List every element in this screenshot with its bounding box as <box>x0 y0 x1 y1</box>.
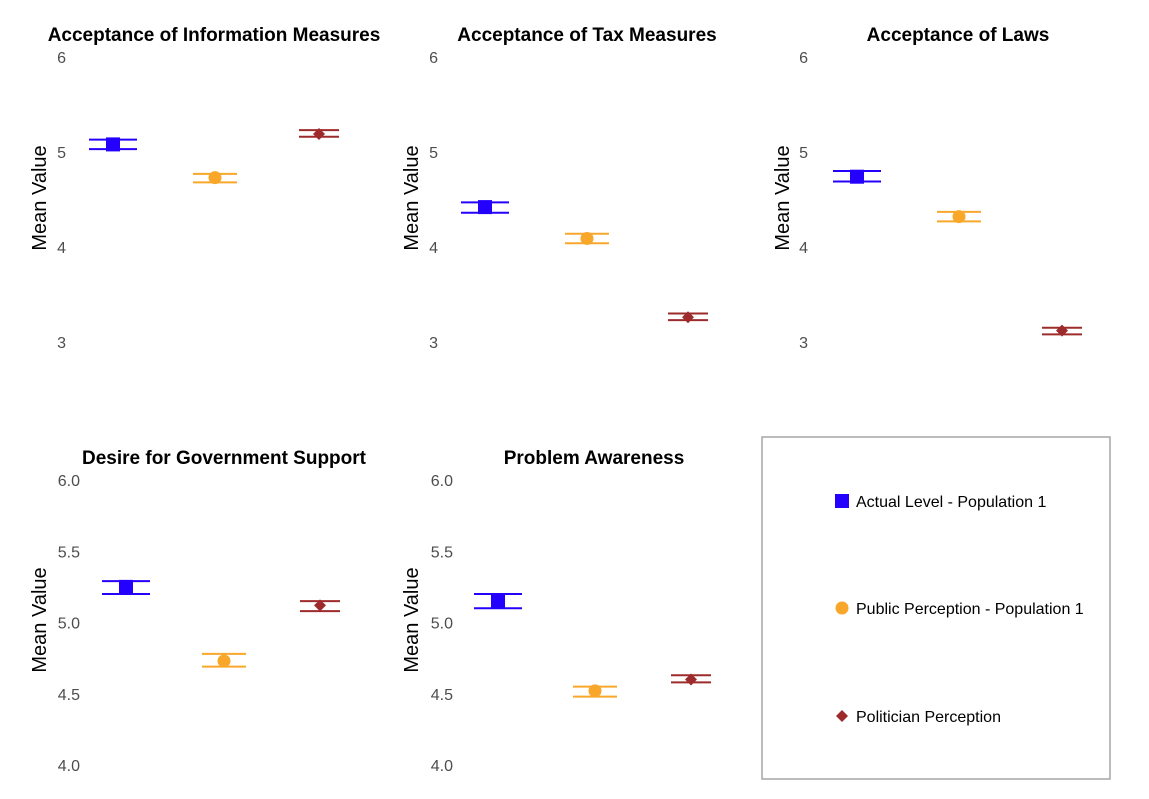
chart-title: Acceptance of Tax Measures <box>457 25 716 46</box>
legend-label: Actual Level - Population 1 <box>856 494 1046 511</box>
chart-panel-1: Acceptance of Information Measures 3 4 5 6 Me… <box>29 25 380 352</box>
chart-title: Problem Awareness <box>504 448 685 469</box>
y-tick-label: 5 <box>429 145 438 162</box>
y-axis-label: Mean Value <box>401 145 423 250</box>
y-tick-label: 4 <box>57 240 66 257</box>
chart-title: Acceptance of Laws <box>867 25 1050 46</box>
data-point-diamond <box>685 673 697 686</box>
data-point-square <box>491 594 505 609</box>
data-point-square <box>119 579 133 594</box>
legend-box <box>761 436 1111 780</box>
data-point-diamond <box>314 599 326 612</box>
y-tick-label: 4 <box>429 240 438 257</box>
chart-title: Acceptance of Information Measures <box>48 25 381 46</box>
data-point-diamond <box>1056 324 1068 337</box>
y-tick-label: 4.5 <box>431 687 453 704</box>
y-tick-label: 6 <box>57 50 66 67</box>
chart-panel-3: Acceptance of Laws 3 4 5 6 Mean Value <box>772 25 1082 352</box>
data-point-square <box>850 169 864 184</box>
data-point-circle <box>588 684 602 698</box>
y-tick-label: 5.5 <box>58 544 80 561</box>
y-axis-label: Mean Value <box>401 567 423 672</box>
data-point-circle <box>217 654 231 668</box>
legend: Actual Level - Population 1 Public Percep… <box>761 436 1111 780</box>
data-point-circle <box>580 231 594 245</box>
y-tick-label: 3 <box>799 335 808 352</box>
legend-label: Politician Perception <box>856 709 1001 726</box>
y-tick-label: 6 <box>799 50 808 67</box>
data-point-diamond <box>682 311 694 324</box>
y-tick-label: 5.0 <box>58 616 80 633</box>
y-tick-label: 5 <box>799 145 808 162</box>
y-tick-label: 5 <box>57 145 66 162</box>
legend-label: Public Perception - Population 1 <box>856 601 1084 618</box>
y-tick-label: 5.5 <box>431 544 453 561</box>
data-point-diamond <box>313 127 325 140</box>
chart-panel-2: Acceptance of Tax Measures 3 4 5 6 Mean Value <box>401 25 717 352</box>
y-tick-label: 3 <box>429 335 438 352</box>
y-tick-label: 6 <box>429 50 438 67</box>
y-axis-label: Mean Value <box>29 145 51 250</box>
data-point-circle <box>952 210 966 224</box>
data-point-circle <box>208 171 222 185</box>
y-tick-label: 4 <box>799 240 808 257</box>
y-tick-label: 4.5 <box>58 687 80 704</box>
y-axis-label: Mean Value <box>29 567 51 672</box>
chart-panel-5: Problem Awareness 4.0 4.5 5.0 5.5 6.0 Mean Val… <box>401 448 711 775</box>
data-point-square <box>478 200 492 215</box>
data-point-square <box>106 137 120 152</box>
y-tick-label: 4.0 <box>431 758 453 775</box>
y-tick-label: 6.0 <box>431 473 453 490</box>
chart-title: Desire for Government Support <box>82 448 367 469</box>
y-tick-label: 4.0 <box>58 758 80 775</box>
legend-marker-diamond <box>836 710 848 722</box>
y-tick-label: 5.0 <box>431 616 453 633</box>
y-tick-label: 6.0 <box>58 473 80 490</box>
chart-panel-4: Desire for Government Support 4.0 4.5 5.0 5.… <box>29 448 367 775</box>
legend-marker-circle <box>835 601 849 615</box>
legend-marker-square <box>835 494 849 508</box>
y-axis-label: Mean Value <box>772 145 794 250</box>
y-tick-label: 3 <box>57 335 66 352</box>
